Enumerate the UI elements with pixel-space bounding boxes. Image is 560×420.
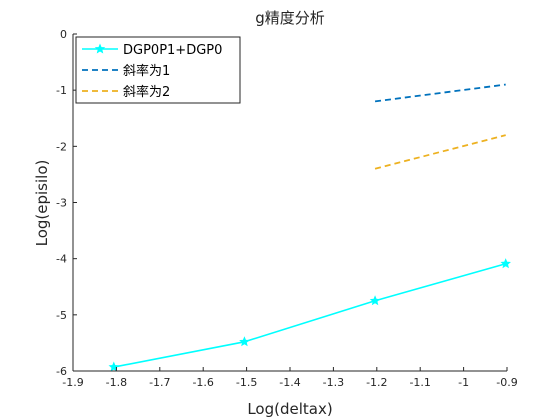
series-layer xyxy=(108,83,511,372)
legend-entry-label: 斜率为2 xyxy=(123,84,170,100)
legend-entry-label: DGP0P1+DGP0 xyxy=(123,43,222,58)
x-tick-label: -1.6 xyxy=(192,376,213,389)
series-line-3 xyxy=(374,134,506,170)
y-tick-label: -6 xyxy=(56,365,67,378)
x-tick-label: -1.4 xyxy=(279,376,300,389)
x-tick-label: -1.2 xyxy=(366,376,387,389)
legend-marker xyxy=(94,43,106,54)
series-line-2 xyxy=(374,83,506,103)
x-tick-label: -1.7 xyxy=(149,376,170,389)
axes-layer: -1.9 -1.8 -1.7 -1.6 -1.5 -1.4 -1.3 -1.2 -1.1 -1 -0… xyxy=(56,28,518,389)
series-line-1 xyxy=(113,262,506,368)
y-tick-label: 0 xyxy=(60,28,67,41)
data-point xyxy=(500,258,511,269)
y-tick-label: -1 xyxy=(56,84,67,97)
x-tick-label: -0.9 xyxy=(496,376,517,389)
x-tick-label: -1.8 xyxy=(106,376,127,389)
x-tick-label: -1.1 xyxy=(409,376,430,389)
y-tick-label: -3 xyxy=(56,197,67,210)
legend-entry-label: 斜率为1 xyxy=(123,63,170,79)
y-tick-label: -2 xyxy=(56,140,67,153)
x-tick-label: -1.3 xyxy=(323,376,344,389)
x-tick-label: -1.5 xyxy=(236,376,257,389)
chart-title: g精度分析 xyxy=(255,9,325,27)
x-tick-label: -1.9 xyxy=(62,376,83,389)
x-tick-label: -1 xyxy=(458,376,469,389)
y-tick-label: -4 xyxy=(56,253,67,266)
legend: DGP0P1+DGP0 斜率为1 斜率为2 xyxy=(75,36,241,104)
data-point xyxy=(239,336,250,347)
x-axis-label: Log(deltax) xyxy=(247,400,332,418)
y-tick-label: -5 xyxy=(56,309,67,322)
data-point xyxy=(369,295,381,306)
y-axis-label: Log(episilo) xyxy=(33,160,51,247)
